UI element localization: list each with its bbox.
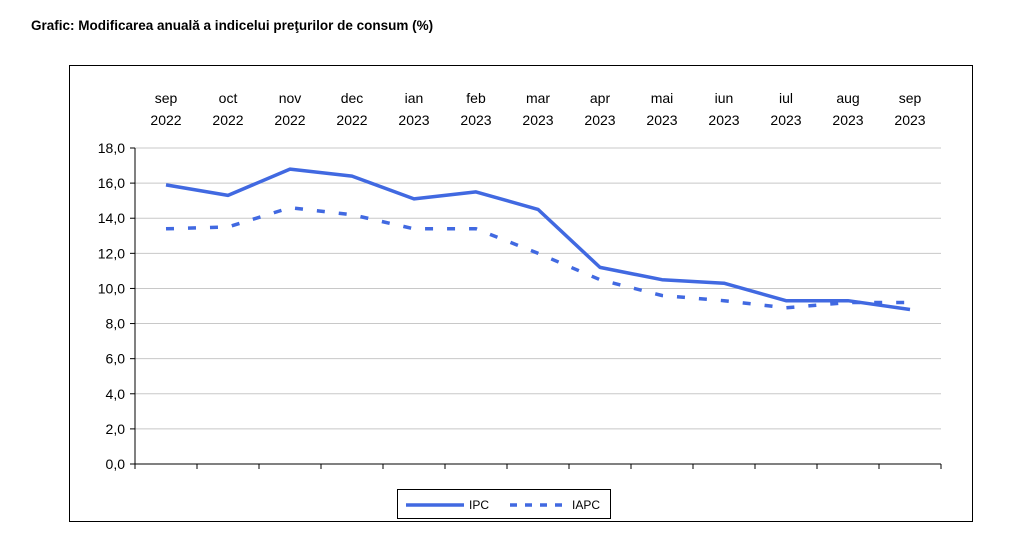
y-tick-label: 10,0 xyxy=(98,280,125,296)
y-tick-label: 14,0 xyxy=(98,210,125,226)
x-tick-label-month: iul xyxy=(779,90,793,106)
x-tick-label-month: dec xyxy=(341,90,364,106)
y-tick-label: 4,0 xyxy=(106,386,126,402)
x-tick-label-year: 2022 xyxy=(274,112,305,128)
x-tick-label-year: 2023 xyxy=(584,112,615,128)
x-tick-label-year: 2022 xyxy=(336,112,367,128)
series-line-ipc xyxy=(165,167,911,312)
x-tick-label-year: 2022 xyxy=(212,112,243,128)
x-tick-label-month: feb xyxy=(466,90,486,106)
x-tick-label-year: 2023 xyxy=(646,112,677,128)
gridlines xyxy=(135,147,941,430)
series-line-iapc xyxy=(165,205,910,310)
y-tick-label: 16,0 xyxy=(98,175,125,191)
x-tick-label-month: sep xyxy=(899,90,922,106)
y-tick-label: 12,0 xyxy=(98,245,125,261)
y-tick-label: 18,0 xyxy=(98,140,125,156)
x-tick-label-year: 2023 xyxy=(832,112,863,128)
x-tick-label-month: sep xyxy=(155,90,178,106)
x-tick-label-year: 2022 xyxy=(150,112,181,128)
x-tick-label-year: 2023 xyxy=(770,112,801,128)
x-tick-label-month: nov xyxy=(279,90,302,106)
y-tick-label: 8,0 xyxy=(106,316,126,332)
x-tick-label-year: 2023 xyxy=(398,112,429,128)
x-tick-label-month: mar xyxy=(526,90,550,106)
x-tick-labels: sep 2022 oct 2022 nov 2022 dec 2022 ian 2023 feb 20… xyxy=(150,90,925,128)
x-tick-label-month: oct xyxy=(219,90,238,106)
legend: IPC IAPC xyxy=(397,489,611,519)
axes xyxy=(130,147,942,469)
legend-ipc-label: IPC xyxy=(469,498,489,512)
x-tick-label-year: 2023 xyxy=(708,112,739,128)
x-tick-label-year: 2023 xyxy=(460,112,491,128)
x-tick-label-year: 2023 xyxy=(522,112,553,128)
x-tick-label-month: iun xyxy=(715,90,734,106)
x-tick-label-month: ian xyxy=(405,90,424,106)
x-tick-label-month: mai xyxy=(651,90,674,106)
y-tick-label: 6,0 xyxy=(106,351,126,367)
chart-title: Grafic: Modificarea anuală a indicelui p… xyxy=(31,18,434,33)
legend-iapc-label: IAPC xyxy=(572,498,600,512)
x-tick-label-year: 2023 xyxy=(894,112,925,128)
x-tick-label-month: aug xyxy=(836,90,859,106)
y-tick-label: 2,0 xyxy=(106,421,126,437)
y-tick-label: 0,0 xyxy=(106,456,126,472)
y-tick-labels: 0,0 2,0 4,0 6,0 8,0 10,0 12,0 14,0 16,0 18,0 xyxy=(98,140,125,472)
series-lines xyxy=(165,167,911,312)
chart-frame xyxy=(69,65,973,522)
x-tick-label-month: apr xyxy=(590,90,611,106)
